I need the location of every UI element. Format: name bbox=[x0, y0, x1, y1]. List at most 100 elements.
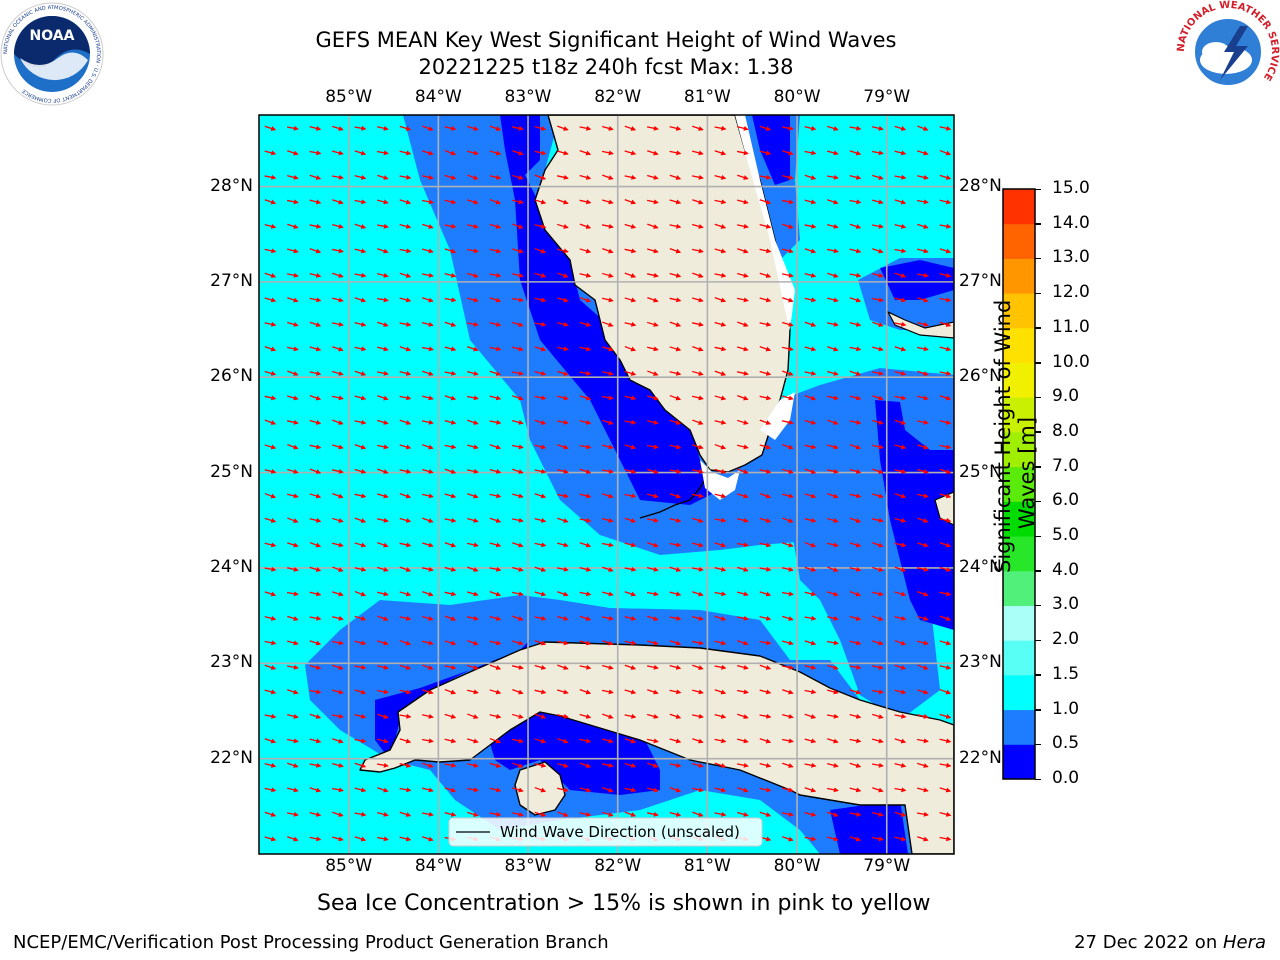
wave-direction-arrow bbox=[647, 542, 659, 548]
wave-direction-arrow bbox=[917, 713, 929, 719]
wave-direction-arrow bbox=[872, 468, 884, 474]
wave-direction-arrow bbox=[826, 248, 839, 254]
wave-direction-arrow bbox=[849, 787, 862, 793]
wave-direction-arrow bbox=[354, 150, 367, 156]
wave-direction-arrow bbox=[737, 395, 749, 401]
wave-direction-arrow bbox=[917, 248, 929, 254]
wave-direction-arrow bbox=[782, 444, 794, 450]
wave-direction-arrow bbox=[579, 395, 592, 401]
lat-label-right: 23°N bbox=[959, 652, 1002, 673]
wave-direction-arrow bbox=[759, 591, 772, 597]
wave-direction-arrow bbox=[556, 174, 569, 180]
wave-direction-arrow bbox=[647, 762, 659, 768]
wave-direction-arrow bbox=[264, 811, 277, 817]
wave-direction-arrow bbox=[669, 591, 682, 597]
wave-direction-arrow bbox=[736, 762, 749, 768]
wave-direction-arrow bbox=[916, 199, 929, 205]
wave-direction-arrow bbox=[647, 493, 659, 499]
wave-direction-arrow bbox=[331, 713, 344, 719]
wave-direction-arrow bbox=[714, 517, 727, 523]
wave-direction-arrow bbox=[287, 640, 299, 646]
wave-direction-arrow bbox=[309, 836, 322, 842]
wave-direction-arrow bbox=[579, 664, 592, 670]
wave-direction-arrow bbox=[624, 345, 637, 352]
wave-direction-arrow bbox=[804, 468, 817, 474]
wave-direction-arrow bbox=[692, 738, 704, 744]
wave-direction-arrow bbox=[556, 248, 569, 254]
wave-direction-arrow bbox=[511, 125, 524, 131]
colorbar-tick-label: 10.0 bbox=[1052, 351, 1090, 372]
wave-direction-arrow bbox=[512, 395, 524, 401]
wave-direction-arrow bbox=[377, 787, 389, 793]
wave-direction-arrow bbox=[309, 541, 322, 548]
wave-direction-arrow bbox=[894, 639, 907, 646]
wave-direction-arrow bbox=[287, 468, 299, 474]
wave-direction-arrow bbox=[804, 125, 817, 131]
wave-direction-arrow bbox=[939, 199, 952, 205]
wave-direction-arrow bbox=[422, 468, 434, 474]
lat-label-left: 27°N bbox=[210, 270, 253, 291]
wave-direction-arrow bbox=[422, 517, 434, 523]
lon-label-bottom: 81°W bbox=[683, 856, 731, 876]
wave-direction-arrow bbox=[377, 811, 389, 817]
wave-direction-arrow bbox=[781, 493, 794, 499]
wave-direction-arrow bbox=[377, 125, 389, 131]
wave-direction-arrow bbox=[467, 517, 479, 523]
wave-direction-arrow bbox=[894, 199, 907, 205]
wave-direction-arrow bbox=[489, 517, 502, 523]
wave-direction-arrow bbox=[601, 468, 614, 474]
wave-direction-arrow bbox=[534, 125, 547, 131]
wave-direction-arrow bbox=[691, 321, 704, 327]
wave-direction-arrow bbox=[759, 566, 772, 572]
colorbar-swatch bbox=[1003, 362, 1035, 398]
wave-direction-arrow bbox=[376, 370, 389, 376]
wave-direction-arrow bbox=[737, 591, 749, 597]
wave-direction-arrow bbox=[827, 591, 839, 597]
wave-direction-arrow bbox=[602, 444, 614, 450]
wave-direction-arrow bbox=[939, 542, 952, 548]
wave-direction-arrow bbox=[354, 248, 367, 254]
wave-direction-arrow bbox=[264, 640, 277, 646]
wave-direction-arrow bbox=[826, 321, 839, 327]
wave-direction-arrow bbox=[377, 738, 389, 744]
wave-direction-arrow bbox=[579, 566, 592, 572]
wave-direction-arrow bbox=[489, 272, 502, 278]
wave-direction-arrow bbox=[489, 542, 502, 548]
wave-direction-arrow bbox=[917, 444, 929, 450]
wave-direction-arrow bbox=[849, 444, 862, 450]
wave-direction-arrow bbox=[264, 199, 277, 205]
wave-direction-arrow bbox=[511, 370, 524, 376]
wave-direction-arrow bbox=[332, 566, 344, 572]
wave-direction-arrow bbox=[489, 198, 502, 205]
wave-direction-arrow bbox=[354, 664, 367, 670]
wave-direction-arrow bbox=[714, 174, 727, 180]
wave-direction-arrow bbox=[422, 664, 434, 670]
wave-direction-arrow bbox=[489, 787, 502, 793]
wave-direction-arrow bbox=[647, 321, 659, 327]
wave-direction-arrow bbox=[489, 811, 502, 817]
wave-direction-arrow bbox=[444, 321, 457, 327]
wave-direction-arrow bbox=[624, 566, 637, 572]
wave-direction-arrow bbox=[511, 444, 524, 450]
colorbar bbox=[1002, 188, 1036, 780]
wave-direction-arrow bbox=[264, 836, 277, 842]
wave-direction-arrow bbox=[646, 125, 659, 131]
wave-direction-arrow bbox=[421, 811, 434, 817]
wave-direction-arrow bbox=[377, 640, 389, 646]
wave-direction-arrow bbox=[849, 836, 862, 842]
wave-direction-arrow bbox=[602, 346, 614, 352]
lat-label-right: 27°N bbox=[959, 270, 1002, 291]
wave-direction-arrow bbox=[466, 615, 479, 621]
wave-direction-arrow bbox=[669, 297, 682, 303]
wave-direction-arrow bbox=[872, 395, 884, 401]
wave-direction-arrow bbox=[894, 125, 907, 131]
wave-direction-arrow bbox=[444, 664, 457, 670]
wave-direction-arrow bbox=[601, 542, 614, 548]
wave-direction-arrow bbox=[534, 664, 547, 670]
wave-direction-arrow bbox=[421, 199, 434, 205]
wave-direction-arrow bbox=[737, 321, 749, 327]
wave-direction-arrow bbox=[264, 566, 277, 572]
wave-direction-arrow bbox=[714, 762, 727, 768]
wave-direction-arrow bbox=[669, 150, 682, 156]
wave-direction-arrow bbox=[691, 566, 704, 572]
